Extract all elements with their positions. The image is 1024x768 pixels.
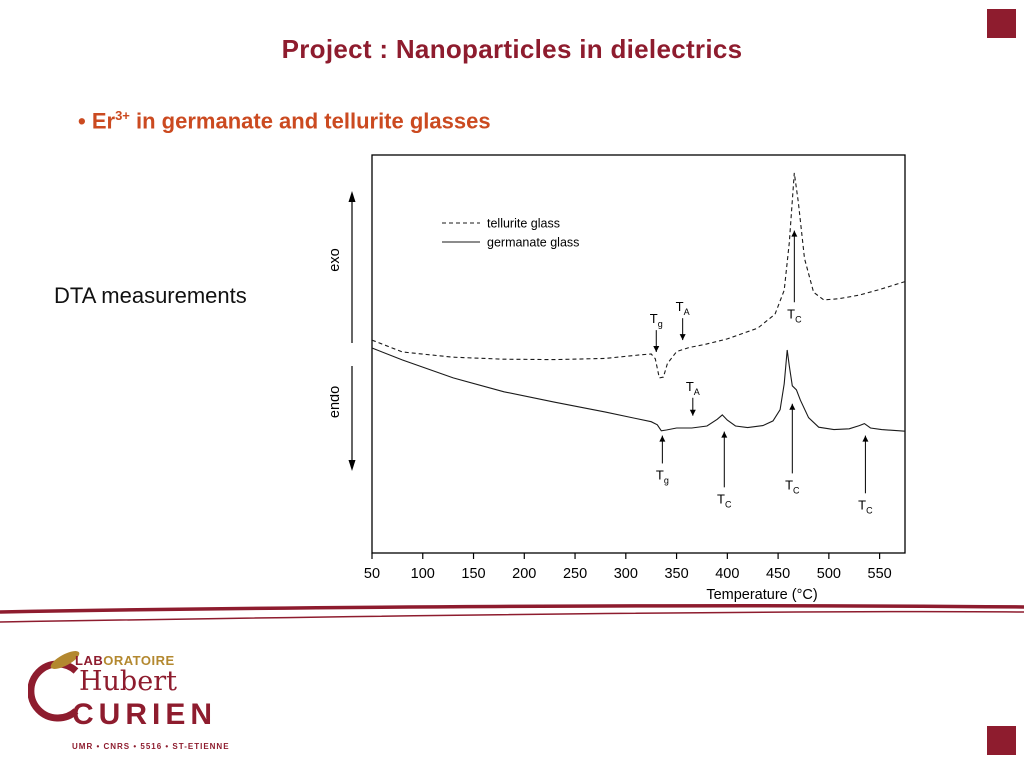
x-tick-label: 350 <box>664 566 688 582</box>
x-tick-label: 550 <box>868 566 892 582</box>
x-tick-label: 200 <box>512 566 536 582</box>
exo-label: exo <box>330 248 343 271</box>
bullet-text-rest: in germanate and tellurite glasses <box>129 108 491 134</box>
logo-laboratoire-hubert-curien: LABORATOIRE Hubert CURIEN UMR • CNRS • 5… <box>28 636 268 764</box>
x-tick-label: 100 <box>411 566 435 582</box>
annotation-label: TC <box>787 306 802 324</box>
logo-mark-icon <box>28 651 80 722</box>
annotation-arrowhead <box>689 409 696 416</box>
x-tick-label: 150 <box>461 566 485 582</box>
section-label: DTA measurements <box>54 283 247 308</box>
exo-arrowhead <box>348 191 356 202</box>
legend-label: tellurite glass <box>487 217 560 231</box>
annotation-label: Tg <box>656 467 669 485</box>
annotation-arrowhead <box>791 230 798 237</box>
x-tick-label: 400 <box>715 566 739 582</box>
divider-line-main <box>0 604 1024 614</box>
logo-lab-rest: ORATOIRE <box>103 653 175 668</box>
bullet-marker: • <box>78 108 86 134</box>
logo-crescent <box>28 660 79 722</box>
annotation-label: TA <box>676 299 690 317</box>
annotation-arrowhead <box>789 403 796 410</box>
annotation-label: TC <box>858 497 873 515</box>
slide-title: Project : Nanoparticles in dielectrics <box>281 34 743 64</box>
annotation-label: Tg <box>650 311 663 329</box>
x-tick-label: 50 <box>364 566 380 582</box>
x-tick-label: 250 <box>563 566 587 582</box>
annotation-arrowhead <box>653 346 660 353</box>
logo-last-name: CURIEN <box>72 698 218 731</box>
annotation-arrowhead <box>679 334 686 341</box>
divider-line-thin <box>0 610 1024 623</box>
plot-frame <box>371 154 906 554</box>
logo-lab-bold: LAB <box>75 653 104 668</box>
annotation-label: TC <box>717 491 732 509</box>
corner-accent-top-right <box>987 9 1016 38</box>
x-axis-title: Temperature (°C) <box>706 587 817 603</box>
annotation-arrowhead <box>862 435 869 442</box>
curve-solid <box>371 347 906 432</box>
logo-lab-line: LABORATOIRE <box>75 653 175 668</box>
annotation-arrowhead <box>721 431 728 438</box>
divider-lines <box>0 604 1024 623</box>
logo-first-name: Hubert <box>79 666 177 697</box>
curve-dashed <box>371 172 906 379</box>
annotation-label: TC <box>785 477 800 495</box>
annotation-arrowhead <box>659 435 666 442</box>
bullet-superscript: 3+ <box>115 108 130 123</box>
logo-leaf <box>50 651 80 669</box>
endo-label: endo <box>330 386 343 418</box>
x-tick-label: 300 <box>614 566 638 582</box>
corner-accent-bottom-right <box>987 726 1016 755</box>
bullet-item: • Er3+ in germanate and tellurite glasse… <box>78 108 491 134</box>
annotation-label: TA <box>686 379 700 397</box>
x-tick-label: 450 <box>766 566 790 582</box>
endo-arrowhead <box>348 460 356 471</box>
bullet-text-er: Er <box>91 108 116 134</box>
legend-label: germanate glass <box>487 236 579 250</box>
logo-affiliation: UMR • CNRS • 5516 • ST-ETIENNE <box>72 742 230 751</box>
x-tick-label: 500 <box>817 566 841 582</box>
dta-chart: 50 100 150 200 250 300 350 400 450 500 550 Temperat… <box>330 154 906 603</box>
